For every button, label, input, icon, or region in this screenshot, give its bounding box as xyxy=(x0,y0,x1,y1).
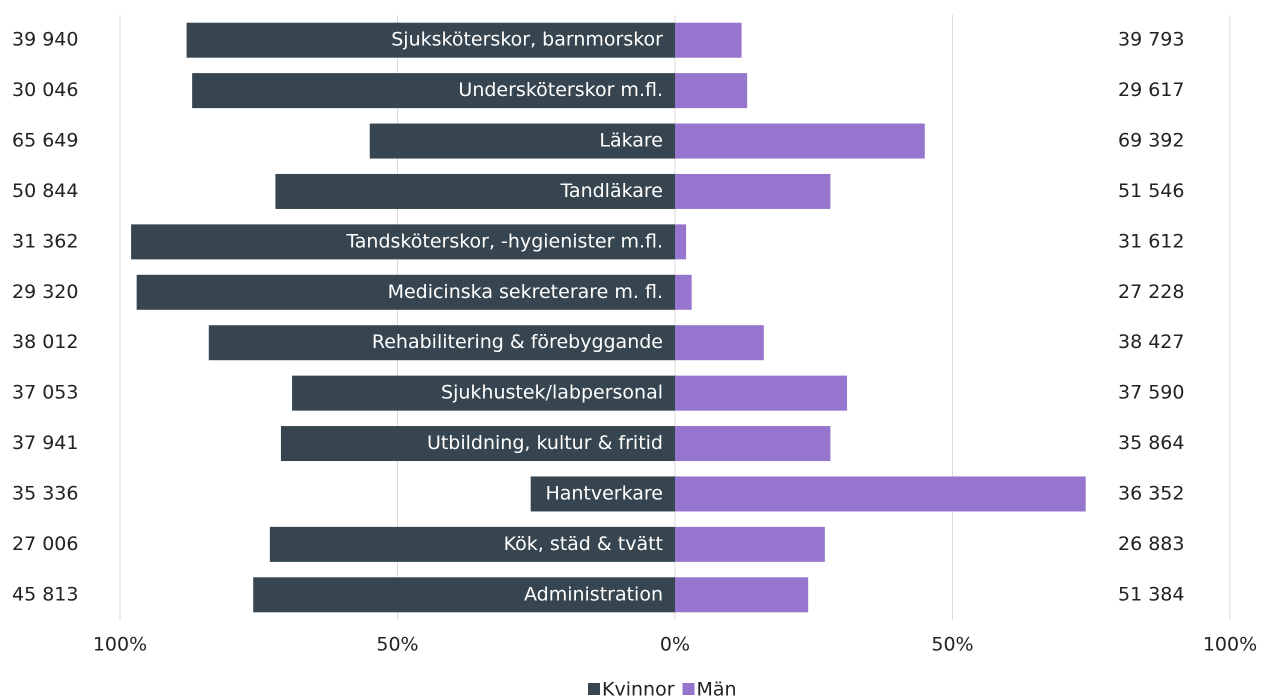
category-label: Tandsköterskor, -hygienister m.fl. xyxy=(345,230,663,252)
side-label: 27 228 xyxy=(1118,281,1184,303)
side-label: 50 844 xyxy=(12,180,78,202)
bar xyxy=(369,123,675,159)
bar xyxy=(675,577,809,613)
category-label: Läkare xyxy=(599,130,663,152)
bar xyxy=(675,476,1086,512)
side-label: 27 006 xyxy=(12,533,78,555)
side-label: 29 617 xyxy=(1118,79,1184,101)
bar xyxy=(269,526,675,562)
x-tick-label: 0% xyxy=(660,634,690,656)
category-label: Sjukhustek/labpersonal xyxy=(441,382,663,404)
side-label: 35 864 xyxy=(1118,432,1184,454)
bar xyxy=(675,325,764,361)
side-label: 37 053 xyxy=(12,382,78,404)
bar xyxy=(675,274,692,310)
category-label: Kök, städ & tvätt xyxy=(504,533,663,555)
side-label: 51 384 xyxy=(1118,583,1184,605)
category-label: Sjuksköterskor, barnmorskor xyxy=(391,29,663,51)
bar xyxy=(675,173,831,209)
category-label: Undersköterskor m.fl. xyxy=(458,79,663,101)
category-label: Medicinska sekreterare m. fl. xyxy=(388,281,663,303)
side-label: 39 793 xyxy=(1118,29,1184,51)
bar xyxy=(292,375,675,411)
bar xyxy=(675,22,742,58)
side-label: 35 336 xyxy=(12,482,78,504)
legend-swatch xyxy=(588,683,600,695)
side-label: 31 612 xyxy=(1118,230,1184,252)
bar xyxy=(675,224,687,260)
side-label: 26 883 xyxy=(1118,533,1184,555)
bar xyxy=(136,274,675,310)
side-label: 69 392 xyxy=(1118,130,1184,152)
side-label: 37 590 xyxy=(1118,382,1184,404)
side-label: 51 546 xyxy=(1118,180,1184,202)
side-label: 37 941 xyxy=(12,432,78,454)
side-label: 36 352 xyxy=(1118,482,1184,504)
category-label: Tandläkare xyxy=(559,180,663,202)
legend-label: Kvinnor xyxy=(602,679,675,700)
side-label: 38 012 xyxy=(12,331,78,353)
bar xyxy=(192,73,675,109)
side-label: 39 940 xyxy=(12,29,78,51)
bar xyxy=(675,73,748,109)
bar xyxy=(253,577,675,613)
legend-swatch xyxy=(682,683,695,695)
side-label: 30 046 xyxy=(12,79,78,101)
x-tick-label: 100% xyxy=(93,634,147,656)
side-label: 38 427 xyxy=(1118,331,1184,353)
bar xyxy=(530,476,675,512)
side-label: 65 649 xyxy=(12,130,78,152)
x-tick-label: 100% xyxy=(1203,634,1257,656)
bar xyxy=(280,426,675,462)
bar xyxy=(675,123,925,159)
side-label: 31 362 xyxy=(12,230,78,252)
bar xyxy=(208,325,676,361)
bar xyxy=(675,526,825,562)
bar xyxy=(675,375,848,411)
bar xyxy=(131,224,676,260)
legend-label: Män xyxy=(697,679,737,700)
category-label: Rehabilitering & förebyggande xyxy=(372,331,663,353)
bar xyxy=(186,22,675,58)
bar xyxy=(275,173,675,209)
x-tick-label: 50% xyxy=(931,634,973,656)
category-label: Utbildning, kultur & fritid xyxy=(427,432,663,454)
category-label: Administration xyxy=(524,583,663,605)
category-label: Hantverkare xyxy=(545,482,663,504)
side-label: 45 813 xyxy=(12,583,78,605)
side-label: 29 320 xyxy=(12,281,78,303)
x-tick-label: 50% xyxy=(376,634,418,656)
bar xyxy=(675,426,831,462)
